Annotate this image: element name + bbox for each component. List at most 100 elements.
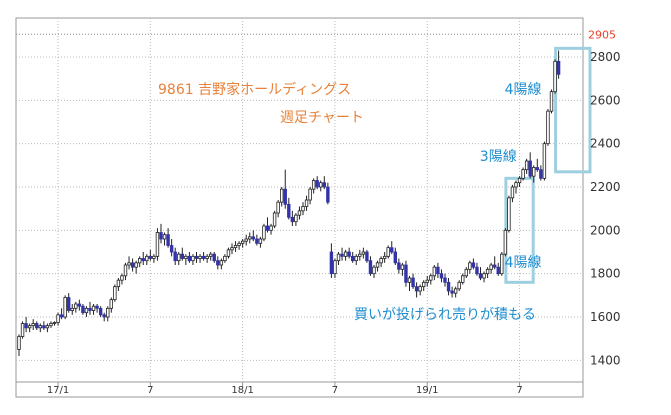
candle-body: [56, 314, 60, 323]
candle-body: [208, 253, 213, 257]
x-tick-label: 17/1: [47, 385, 69, 396]
chart-title: 9861 吉野家ホールディングス: [158, 81, 351, 98]
candle-body: [379, 258, 383, 264]
candle-body: [461, 275, 465, 283]
candle-body: [439, 273, 444, 279]
candle-body: [340, 253, 344, 257]
candle-body: [319, 182, 323, 188]
candle-body: [102, 314, 106, 318]
candle-body: [49, 323, 53, 327]
candle-body: [322, 182, 326, 188]
y-tick-label: 2800: [590, 50, 621, 64]
last-price-label: 2905: [588, 28, 616, 41]
candle-body: [31, 323, 35, 327]
candle-body: [226, 249, 231, 257]
candle-body: [120, 275, 124, 281]
candle-body: [17, 336, 21, 350]
candle-body: [84, 307, 89, 314]
candle-body: [106, 307, 110, 318]
candle-body: [365, 251, 369, 262]
candle-body: [294, 214, 298, 223]
candle-body: [262, 225, 266, 240]
candle-body: [468, 262, 472, 270]
candle-body: [492, 264, 497, 268]
candle-body: [201, 255, 206, 259]
candle-body: [397, 262, 401, 270]
candle-body: [123, 264, 128, 277]
candle-body: [276, 201, 280, 214]
candle-body: [464, 268, 468, 277]
candle-body: [255, 238, 259, 244]
candle-body: [336, 253, 341, 262]
annotation-label: 4陽線: [505, 82, 542, 98]
candle-body: [333, 260, 337, 275]
candle-body: [358, 253, 362, 257]
candle-body: [77, 303, 82, 307]
candle-body: [127, 262, 131, 266]
candle-body: [98, 307, 103, 316]
candle-body: [482, 273, 486, 279]
candle-body: [141, 258, 145, 262]
candle-body: [198, 255, 202, 259]
candle-body: [347, 251, 351, 257]
candle-body: [45, 325, 50, 329]
highlight-box: [554, 46, 592, 174]
candle-body: [535, 167, 539, 171]
candle-body: [42, 325, 46, 329]
candle-body: [539, 169, 543, 179]
candle-body: [27, 325, 32, 329]
y-tick-label: 2400: [590, 137, 621, 151]
candle-body: [386, 247, 390, 257]
candle-body: [496, 266, 500, 275]
candle-body: [109, 299, 113, 309]
candle-body: [549, 91, 554, 112]
candle-body: [368, 260, 373, 275]
candle-body: [191, 255, 195, 262]
x-tick-label: 7: [147, 385, 153, 396]
candle-body: [67, 297, 71, 311]
candle-body: [212, 253, 216, 262]
candle-body: [177, 253, 181, 262]
candle-body: [393, 251, 397, 264]
candle-body: [521, 169, 525, 179]
y-tick-label: 1800: [590, 267, 621, 281]
candle-body: [244, 238, 248, 242]
candle-body: [411, 277, 415, 288]
candle-body: [166, 234, 170, 246]
candle-body: [432, 266, 437, 277]
candle-body: [446, 281, 451, 292]
annotation-label: 4陽線: [505, 255, 542, 271]
candle-body: [230, 247, 234, 251]
candle-body: [219, 260, 224, 266]
candle-body: [91, 305, 96, 311]
candle-body: [269, 225, 273, 231]
candle-body: [304, 199, 309, 207]
candle-body: [421, 281, 426, 288]
candle-body: [272, 212, 277, 227]
candle-body: [382, 255, 387, 259]
y-tick-label: 2200: [590, 180, 621, 194]
candle-body: [248, 236, 252, 240]
candle-body: [279, 188, 284, 203]
candle-body: [524, 160, 529, 171]
candle-body: [436, 266, 440, 275]
candle-body: [404, 264, 408, 283]
candle-body: [556, 60, 561, 75]
candle-body: [38, 325, 42, 329]
x-axis-labels: 17/1 7 18/1 7 19/1 7: [47, 385, 523, 396]
candle-body: [148, 255, 153, 259]
x-tick-label: 18/1: [231, 385, 253, 396]
plot-frame: [15, 17, 584, 383]
candles: [17, 50, 561, 356]
candle-body: [517, 177, 522, 184]
candle-body: [130, 262, 135, 268]
candle-body: [418, 286, 422, 292]
candle-body: [180, 253, 184, 259]
chart-subtitle: 週足チャート: [280, 110, 364, 126]
candle-body: [326, 186, 330, 203]
candle-body: [187, 255, 192, 262]
candle-body: [361, 251, 366, 255]
candle-body: [375, 262, 380, 268]
